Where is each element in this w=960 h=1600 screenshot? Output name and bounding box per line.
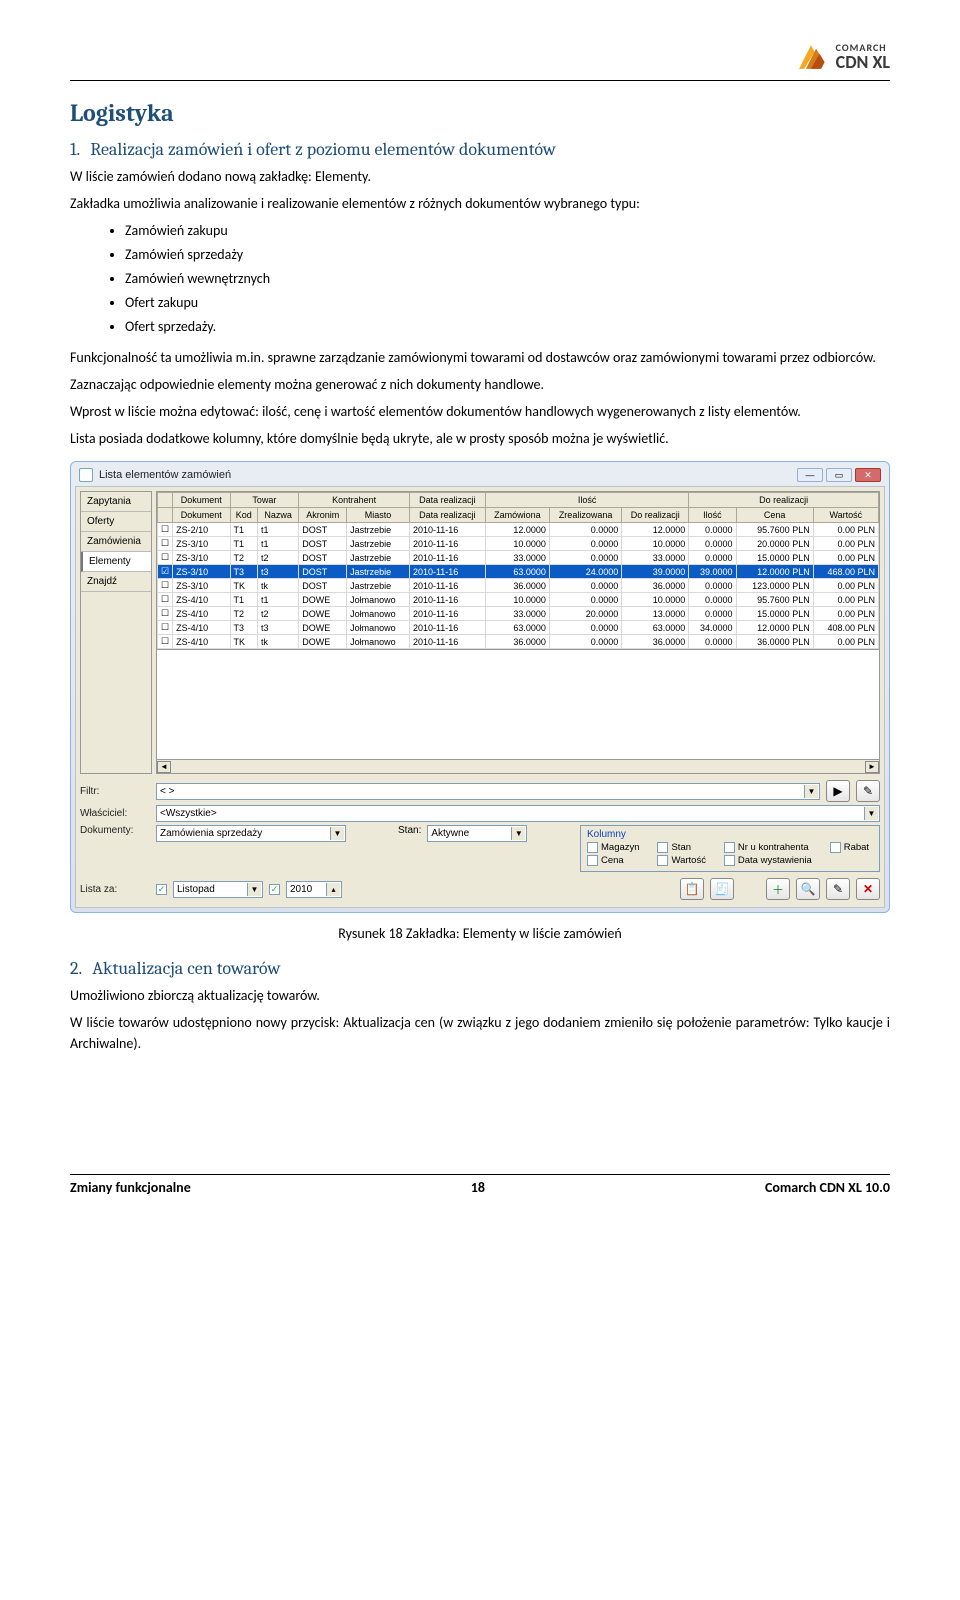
month-check[interactable]: [156, 884, 167, 895]
kolumny-check-data-wystawienia[interactable]: Data wystawienia: [724, 855, 816, 866]
kolumny-check-magazyn[interactable]: Magazyn: [587, 842, 643, 853]
search-button[interactable]: 🔍: [796, 878, 820, 900]
para-5: Wprost w liście można edytować: ilość, c…: [70, 401, 890, 422]
action-1-button[interactable]: 📋: [680, 878, 704, 900]
page-footer: Zmiany funkcjonalne 18 Comarch CDN XL 10…: [70, 1174, 890, 1196]
add-button[interactable]: ＋: [766, 878, 790, 900]
para-3: Funkcjonalność ta umożliwia m.in. sprawn…: [70, 347, 890, 368]
table-row[interactable]: ☐ZS-3/10TKtkDOSTJastrzebie2010-11-1636.0…: [158, 579, 879, 593]
para-7: Umożliwiono zbiorczą aktualizację towaró…: [70, 985, 890, 1006]
app-screenshot: Lista elementów zamówień — ▭ ✕ Zapytania…: [70, 461, 890, 913]
page-header: COMARCH CDN XL: [70, 40, 890, 81]
table-row[interactable]: ☐ZS-3/10T2t2DOSTJastrzebie2010-11-1633.0…: [158, 551, 879, 565]
maximize-button[interactable]: ▭: [826, 468, 852, 482]
bullet-item: Zamówień zakupu: [125, 220, 890, 241]
data-grid[interactable]: DokumentTowarKontrahentData realizacjiIl…: [156, 491, 880, 650]
minimize-button[interactable]: —: [797, 468, 823, 482]
close-button[interactable]: ✕: [855, 468, 881, 482]
stan-label: Stan:: [398, 825, 421, 836]
brand-bottom: CDN XL: [836, 53, 890, 71]
horizontal-scrollbar[interactable]: ◄ ►: [156, 760, 880, 774]
window-title: Lista elementów zamówień: [99, 469, 231, 481]
spinner-icon: ▴: [326, 883, 340, 896]
filter-run-button[interactable]: ▶: [826, 780, 850, 802]
side-tab-oferty[interactable]: Oferty: [81, 512, 151, 532]
subsection-2: 2.Aktualizacja cen towarów: [70, 958, 890, 979]
filter-edit-button[interactable]: ✎: [856, 780, 880, 802]
brand-logo: COMARCH CDN XL: [794, 40, 890, 74]
side-tab-elementy[interactable]: Elementy: [81, 552, 151, 572]
stan-combo[interactable]: Aktywne▼: [427, 825, 527, 842]
kolumny-check-cena[interactable]: Cena: [587, 855, 643, 866]
section-title: Logistyka: [70, 99, 890, 127]
para-1: W liście zamówień dodano nową zakładkę: …: [70, 166, 890, 187]
wlasciciel-label: Właściciel:: [80, 808, 150, 819]
footer-right: Comarch CDN XL 10.0: [765, 1179, 890, 1196]
bullet-item: Zamówień wewnętrznych: [125, 268, 890, 289]
footer-center: 18: [471, 1179, 485, 1196]
para-2: Zakładka umożliwia analizowanie i realiz…: [70, 193, 890, 214]
dokumenty-combo[interactable]: Zamówienia sprzedaży▼: [156, 825, 346, 842]
action-2-button[interactable]: 🧾: [710, 878, 734, 900]
table-row[interactable]: ☐ZS-2/10T1t1DOSTJastrzebie2010-11-1612.0…: [158, 523, 879, 537]
grid-whitespace: [156, 650, 880, 760]
scroll-left-icon[interactable]: ◄: [157, 761, 171, 773]
table-row[interactable]: ☐ZS-3/10T1t1DOSTJastrzebie2010-11-1610.0…: [158, 537, 879, 551]
kolumny-check-nr-u-kontrahenta[interactable]: Nr u kontrahenta: [724, 842, 816, 853]
table-row[interactable]: ☐ZS-4/10TKtkDOWEJołmanowo2010-11-1636.00…: [158, 635, 879, 649]
kolumny-label: Kolumny: [587, 829, 873, 840]
filtr-combo[interactable]: < >▼: [156, 783, 820, 800]
side-tabs: ZapytaniaOfertyZamówieniaElementyZnajdź: [80, 491, 152, 774]
figure-caption: Rysunek 18 Zakładka: Elementy w liście z…: [70, 925, 890, 942]
side-tab-znajdź[interactable]: Znajdź: [81, 572, 151, 592]
chevron-down-icon: ▼: [247, 883, 261, 896]
wlasciciel-combo[interactable]: <Wszystkie>▼: [156, 805, 880, 822]
bullet-list: Zamówień zakupu Zamówień sprzedaży Zamówie…: [125, 220, 890, 337]
year-spinner[interactable]: 2010▴: [286, 881, 342, 898]
dokumenty-label: Dokumenty:: [80, 825, 150, 836]
kolumny-check-wartość[interactable]: Wartość: [657, 855, 709, 866]
table-row[interactable]: ☐ZS-4/10T2t2DOWEJołmanowo2010-11-1633.00…: [158, 607, 879, 621]
table-row[interactable]: ☐ZS-4/10T1t1DOWEJołmanowo2010-11-1610.00…: [158, 593, 879, 607]
table-row[interactable]: ☑ZS-3/10T3t3DOSTJastrzebie2010-11-1663.0…: [158, 565, 879, 579]
side-tab-zamówienia[interactable]: Zamówienia: [81, 532, 151, 552]
delete-button[interactable]: ✕: [856, 878, 880, 900]
year-check[interactable]: [269, 884, 280, 895]
listaza-label: Lista za:: [80, 884, 150, 895]
side-tab-zapytania[interactable]: Zapytania: [81, 492, 151, 512]
footer-left: Zmiany funkcjonalne: [70, 1179, 191, 1196]
logo-icon: [794, 40, 828, 74]
chevron-down-icon: ▼: [330, 827, 344, 840]
subsection-1: 1.Realizacja zamówień i ofert z poziomu …: [70, 139, 890, 160]
chevron-down-icon: ▼: [864, 807, 878, 820]
bullet-item: Ofert sprzedaży.: [125, 316, 890, 337]
edit-button[interactable]: ✎: [826, 878, 850, 900]
window-icon: [79, 468, 93, 482]
bullet-item: Zamówień sprzedaży: [125, 244, 890, 265]
kolumny-group: Kolumny Magazyn Stan Nr u kontrahenta Rabat…: [580, 825, 880, 872]
para-4: Zaznaczając odpowiednie elementy można g…: [70, 374, 890, 395]
scroll-right-icon[interactable]: ►: [865, 761, 879, 773]
bullet-item: Ofert zakupu: [125, 292, 890, 313]
table-row[interactable]: ☐ZS-4/10T3t3DOWEJołmanowo2010-11-1663.00…: [158, 621, 879, 635]
para-8: W liście towarów udostępniono nowy przyc…: [70, 1012, 890, 1054]
filtr-label: Filtr:: [80, 786, 150, 797]
chevron-down-icon: ▼: [511, 827, 525, 840]
kolumny-check-rabat[interactable]: Rabat: [830, 842, 873, 853]
para-6: Lista posiada dodatkowe kolumny, które d…: [70, 428, 890, 449]
month-combo[interactable]: Listopad▼: [173, 881, 263, 898]
chevron-down-icon: ▼: [804, 785, 818, 798]
kolumny-check-stan[interactable]: Stan: [657, 842, 709, 853]
